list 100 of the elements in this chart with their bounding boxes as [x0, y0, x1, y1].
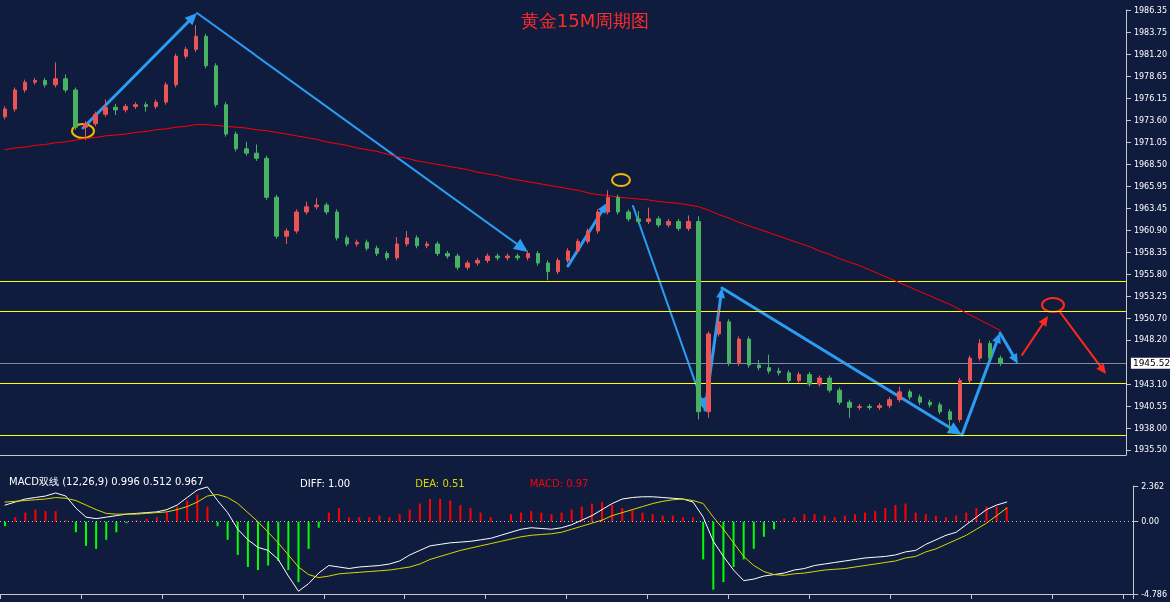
- bar: [1005, 507, 1008, 522]
- bar: [641, 512, 644, 522]
- y-tick-label: 1968.50: [1133, 159, 1168, 169]
- candlestick: [596, 208, 600, 235]
- bar: [681, 517, 684, 522]
- y-tick-label: 2.362: [1141, 481, 1165, 491]
- candlestick: [958, 377, 962, 423]
- series-label: MACD: 0.97: [529, 477, 589, 489]
- candlestick: [53, 61, 58, 88]
- bar: [469, 508, 472, 522]
- bar: [388, 517, 391, 522]
- candlestick: [978, 338, 982, 362]
- bar: [550, 514, 553, 522]
- bar: [439, 499, 442, 522]
- candlestick: [626, 208, 631, 222]
- bar: [702, 521, 705, 560]
- candlestick: [73, 86, 78, 131]
- y-tick-label: 1948.20: [1133, 335, 1168, 345]
- bar: [479, 512, 482, 522]
- bar: [267, 521, 270, 566]
- y-tick-label: 1973.60: [1133, 115, 1168, 125]
- chart-title: 黄金15M周期图: [520, 9, 650, 31]
- bar: [317, 521, 320, 528]
- bar: [24, 512, 27, 522]
- bar: [965, 512, 968, 522]
- bar: [398, 514, 401, 522]
- candlestick: [355, 239, 359, 248]
- bar: [894, 505, 897, 522]
- candlestick: [928, 399, 932, 408]
- bar: [560, 512, 563, 522]
- candlestick: [797, 371, 801, 384]
- candlestick: [224, 101, 228, 138]
- bar: [651, 514, 654, 522]
- candlestick: [646, 207, 651, 225]
- candlestick: [857, 403, 862, 411]
- candlestick: [757, 359, 761, 371]
- bar: [358, 517, 361, 522]
- bar: [803, 514, 806, 522]
- candlestick: [304, 201, 309, 216]
- bar: [945, 517, 948, 522]
- candlestick: [164, 81, 168, 106]
- bar: [813, 514, 816, 522]
- candlestick: [23, 79, 27, 94]
- bar: [520, 512, 523, 522]
- bar: [671, 515, 674, 522]
- candlestick: [948, 408, 952, 434]
- candlestick: [274, 194, 279, 240]
- candlestick: [144, 101, 148, 113]
- bar: [661, 515, 664, 522]
- bar: [742, 521, 745, 560]
- candlestick: [33, 77, 37, 86]
- bar: [115, 521, 118, 533]
- candlestick: [847, 399, 852, 419]
- candlestick: [214, 62, 218, 108]
- candlestick: [717, 306, 721, 338]
- bar: [934, 515, 937, 522]
- candlestick: [43, 77, 47, 88]
- y-tick-label: 1976.15: [1133, 93, 1168, 103]
- candlestick: [666, 218, 671, 229]
- candlestick: [686, 214, 691, 232]
- bar: [904, 503, 907, 522]
- ref-line-label: 1945.52: [1132, 358, 1170, 369]
- bar: [74, 521, 77, 533]
- candlestick: [385, 250, 389, 261]
- candlestick: [254, 143, 259, 162]
- bar: [762, 521, 765, 537]
- y-tick-label: 1971.05: [1133, 137, 1168, 147]
- bar: [307, 521, 310, 549]
- y-tick-label: 1978.65: [1133, 72, 1168, 82]
- candlestick: [827, 374, 832, 394]
- candlestick: [737, 336, 741, 367]
- candlestick: [425, 240, 429, 249]
- y-tick-label: 1965.95: [1133, 181, 1168, 191]
- y-tick-label: 1983.75: [1133, 27, 1168, 37]
- candlestick: [938, 401, 942, 415]
- bar: [14, 517, 17, 522]
- y-tick-label: 1963.45: [1133, 203, 1168, 213]
- bar: [287, 521, 290, 571]
- candlestick: [345, 234, 349, 248]
- line-series: [4, 124, 1001, 331]
- candlestick: [817, 374, 822, 388]
- bar: [327, 512, 330, 522]
- y-tick-label: -4.786: [1141, 589, 1168, 599]
- y-tick-label: 1958.35: [1133, 247, 1168, 257]
- bar: [843, 515, 846, 522]
- bar: [54, 511, 57, 522]
- bar: [176, 506, 179, 522]
- candlestick: [656, 215, 661, 229]
- bar: [955, 515, 958, 522]
- bar: [105, 521, 108, 540]
- candlestick: [184, 46, 188, 60]
- candlestick: [194, 24, 198, 53]
- bar: [186, 500, 189, 522]
- y-tick-label: 1950.70: [1133, 313, 1168, 323]
- bar: [44, 511, 47, 522]
- bar: [429, 499, 432, 522]
- candlestick: [415, 234, 419, 249]
- bar: [236, 521, 239, 555]
- bar: [95, 521, 98, 549]
- y-tick-label: 1953.25: [1133, 291, 1168, 301]
